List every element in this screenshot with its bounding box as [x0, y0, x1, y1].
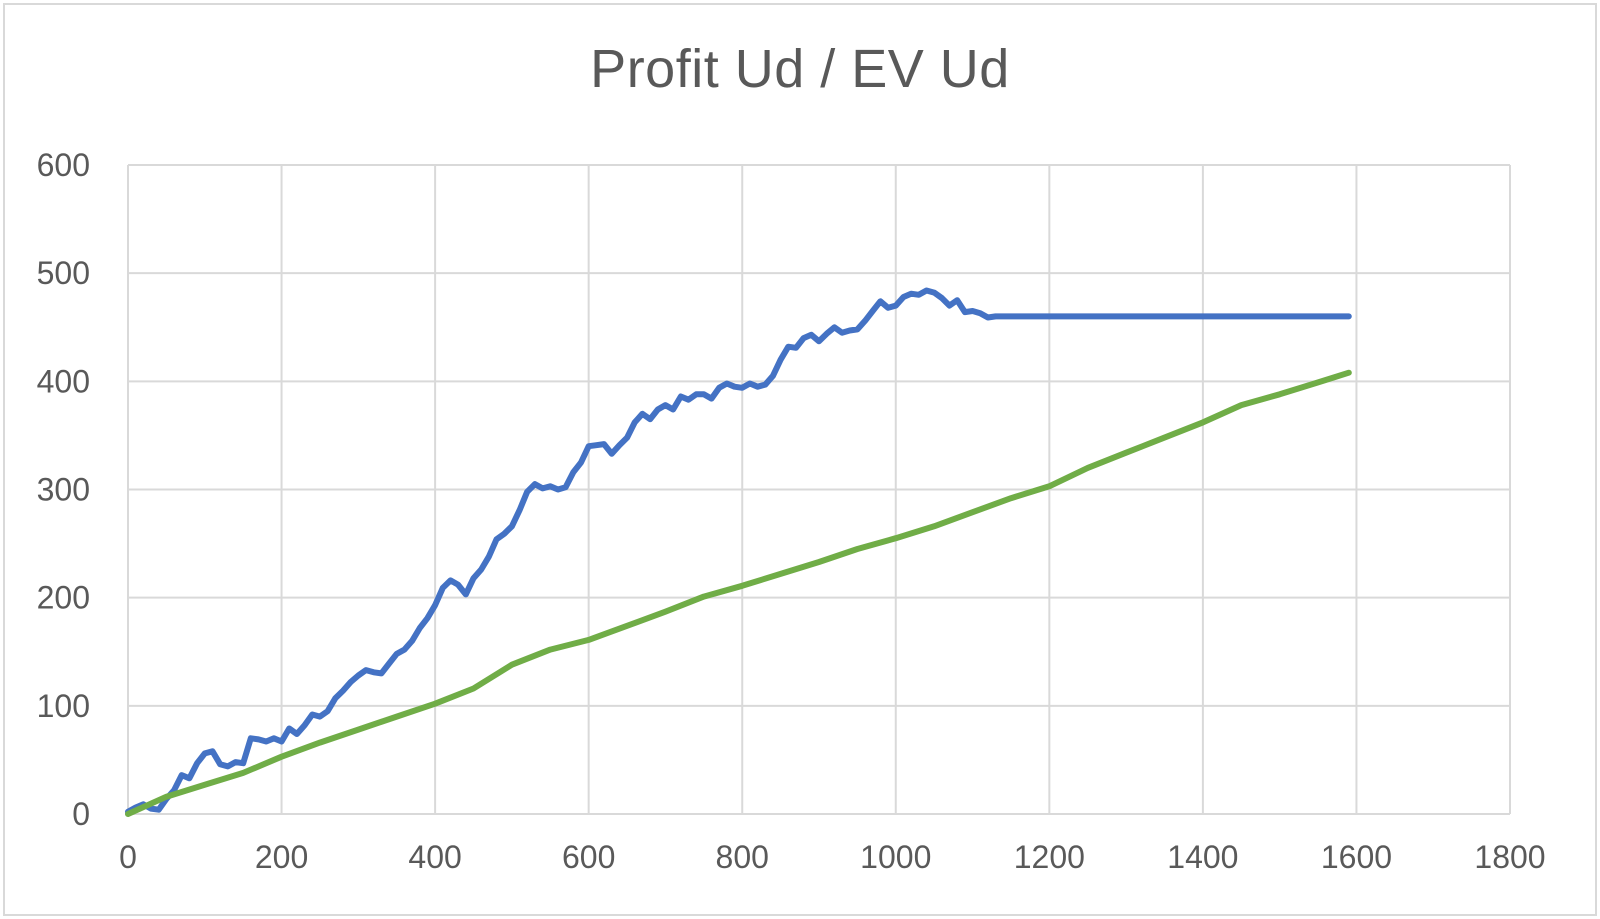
x-tick-label: 200 — [255, 839, 308, 875]
y-tick-label: 600 — [37, 147, 90, 183]
y-tick-label: 300 — [37, 472, 90, 508]
x-tick-label: 800 — [716, 839, 769, 875]
x-tick-label: 1800 — [1474, 839, 1545, 875]
y-tick-label: 200 — [37, 580, 90, 616]
x-tick-label: 1600 — [1321, 839, 1392, 875]
x-tick-label: 0 — [119, 839, 137, 875]
x-tick-label: 400 — [408, 839, 461, 875]
x-tick-label: 1400 — [1167, 839, 1238, 875]
series-line-2 — [125, 369, 1352, 817]
y-tick-label: 400 — [37, 363, 90, 399]
y-tick-label: 100 — [37, 688, 90, 724]
x-tick-label: 1000 — [860, 839, 931, 875]
series-line-1 — [125, 287, 1352, 815]
x-tick-label: 600 — [562, 839, 615, 875]
chart-tick-labels: 0 100 200 300 400 500 600 0 200 400 600 800 1000 1200… — [37, 147, 1546, 875]
chart-grid — [128, 164, 1511, 814]
chart-series-group — [125, 287, 1352, 817]
chart-title: Profit Ud / EV Ud — [590, 39, 1010, 99]
y-tick-label: 0 — [72, 796, 90, 832]
x-tick-label: 1200 — [1014, 839, 1085, 875]
chart-axes — [127, 165, 1510, 815]
y-tick-label: 500 — [37, 255, 90, 291]
